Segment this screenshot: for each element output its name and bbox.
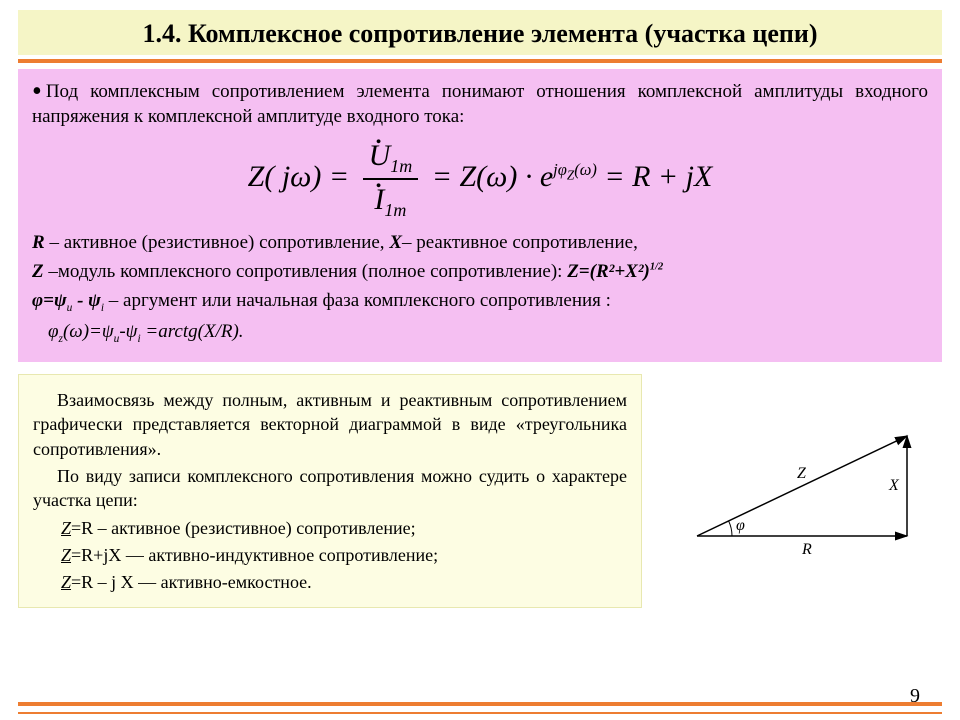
frac-den-sub: 1m bbox=[384, 200, 406, 220]
yellow-p1-text: Взаимосвязь между полным, активным и реа… bbox=[33, 390, 627, 459]
frac-den: I bbox=[374, 183, 384, 216]
def-l4d: =arctg(X/R). bbox=[141, 321, 244, 342]
def-l4c: -ψ bbox=[119, 321, 137, 342]
def-Z: Z bbox=[32, 261, 44, 282]
bullet-icon: • bbox=[32, 76, 42, 107]
svg-text:φ: φ bbox=[736, 517, 745, 534]
yellow-i1b: =R – активное (резистивное) сопротивлени… bbox=[71, 518, 416, 538]
frac-num-sub: 1m bbox=[390, 156, 412, 176]
intro-text: •Под комплексным сопротивлением элемента… bbox=[32, 79, 928, 130]
def-R-text: – активное (резистивное) сопротивление, bbox=[45, 232, 390, 253]
bottom-rules bbox=[18, 698, 942, 714]
bottom-rule-thick bbox=[18, 702, 942, 706]
def-X: X bbox=[389, 232, 402, 253]
triangle-diagram: Z X R φ bbox=[652, 374, 942, 608]
title-rule bbox=[18, 59, 942, 63]
formula-lhs: Z( jω) bbox=[248, 160, 322, 193]
def-R: R bbox=[32, 232, 45, 253]
def-Z-sup: 1/2 bbox=[650, 262, 663, 273]
yellow-p1: Взаимосвязь между полным, активным и реа… bbox=[33, 388, 627, 461]
formula-exp-tail: (ω) bbox=[574, 160, 597, 179]
bottom-row: Взаимосвязь между полным, активным и реа… bbox=[18, 374, 942, 608]
triangle-svg: Z X R φ bbox=[667, 416, 927, 566]
formula-mid: = Z(ω) · e bbox=[432, 160, 553, 193]
svg-text:R: R bbox=[801, 541, 812, 558]
definitions: R – активное (резистивное) сопротивление… bbox=[32, 230, 928, 347]
yellow-i1a: Z bbox=[61, 518, 71, 538]
def-l4b: (ω)=ψ bbox=[63, 321, 114, 342]
slide-title: 1.4. Комплексное сопротивление элемента … bbox=[18, 10, 942, 55]
yellow-i2b: =R+jX — активно-индуктивное сопротивлени… bbox=[71, 545, 438, 565]
svg-text:X: X bbox=[888, 477, 900, 494]
formula-rhs: = R + jX bbox=[604, 160, 712, 193]
yellow-i3b: =R – j X — активно-емкостное. bbox=[71, 572, 312, 592]
main-formula: Z( jω) = U1m I1m = Z(ω) · ejφZ(ω) = R + … bbox=[32, 136, 928, 223]
yellow-i2a: Z bbox=[61, 545, 71, 565]
formula-exp: jφ bbox=[553, 160, 567, 179]
interpretation-box: Взаимосвязь между полным, активным и реа… bbox=[18, 374, 642, 608]
svg-text:Z: Z bbox=[797, 465, 807, 482]
definition-box: •Под комплексным сопротивлением элемента… bbox=[18, 69, 942, 363]
yellow-i3a: Z bbox=[61, 572, 71, 592]
bottom-rule-thin bbox=[18, 712, 942, 714]
def-Z-text: –модуль комплексного сопротивления (полн… bbox=[44, 261, 568, 282]
formula-fraction: U1m I1m bbox=[363, 136, 419, 223]
def-l4a: φ bbox=[48, 321, 59, 342]
def-phi-b: - ψ bbox=[72, 290, 101, 311]
def-phi-text: – аргумент или начальная фаза комплексно… bbox=[104, 290, 611, 311]
intro-content: Под комплексным сопротивлением элемента … bbox=[32, 81, 928, 128]
def-X-text: – реактивное сопротивление, bbox=[402, 232, 638, 253]
def-phi-a: φ=ψ bbox=[32, 290, 67, 311]
yellow-p2: По виду записи комплексного сопротивлени… bbox=[33, 464, 627, 513]
def-Z-formula: Z=(R²+X²) bbox=[567, 261, 650, 282]
